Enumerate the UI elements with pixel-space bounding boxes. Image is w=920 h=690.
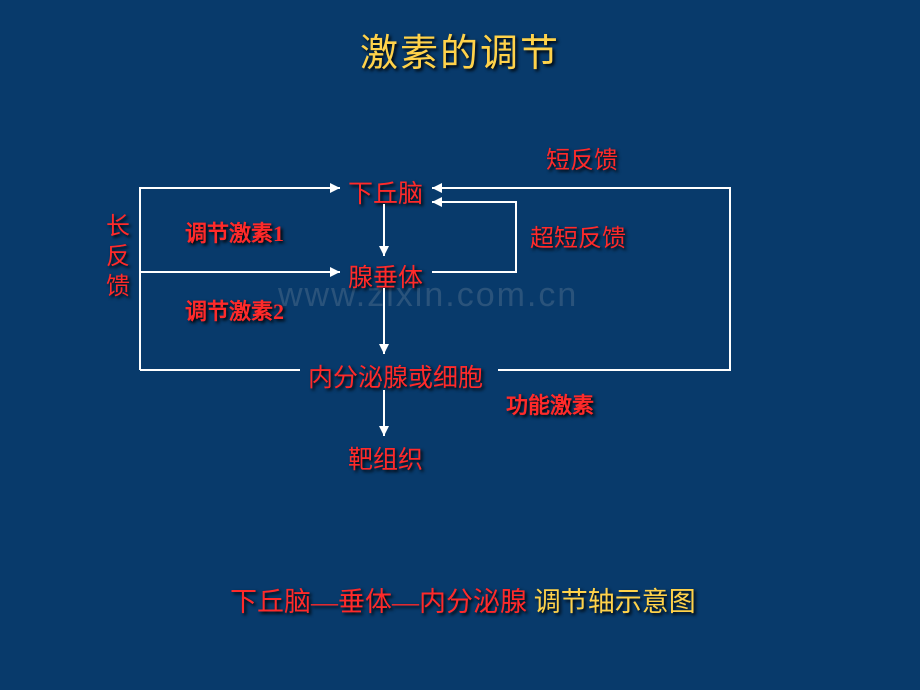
label-long-feedback: 长反馈 [106, 212, 130, 302]
label-reg-hormone-1: 调节激素1 [185, 216, 284, 248]
node-pituitary: 腺垂体 [348, 258, 423, 294]
label-reg-hormone-2: 调节激素2 [185, 294, 284, 326]
caption: 下丘脑—垂体—内分泌腺 调节轴示意图 [230, 580, 696, 619]
label-func-hormone: 功能激素 [506, 388, 594, 420]
node-target: 靶组织 [348, 440, 423, 476]
arrow-ultra-short [432, 202, 516, 272]
node-hypothalamus: 下丘脑 [348, 174, 423, 210]
page-title: 激素的调节 [0, 22, 920, 77]
label-short-feedback: 短反馈 [546, 140, 618, 175]
node-gland: 内分泌腺或细胞 [308, 358, 483, 394]
watermark-text: www.zixin.com.cn [278, 276, 578, 315]
label-ultra-short: 超短反馈 [530, 218, 626, 253]
